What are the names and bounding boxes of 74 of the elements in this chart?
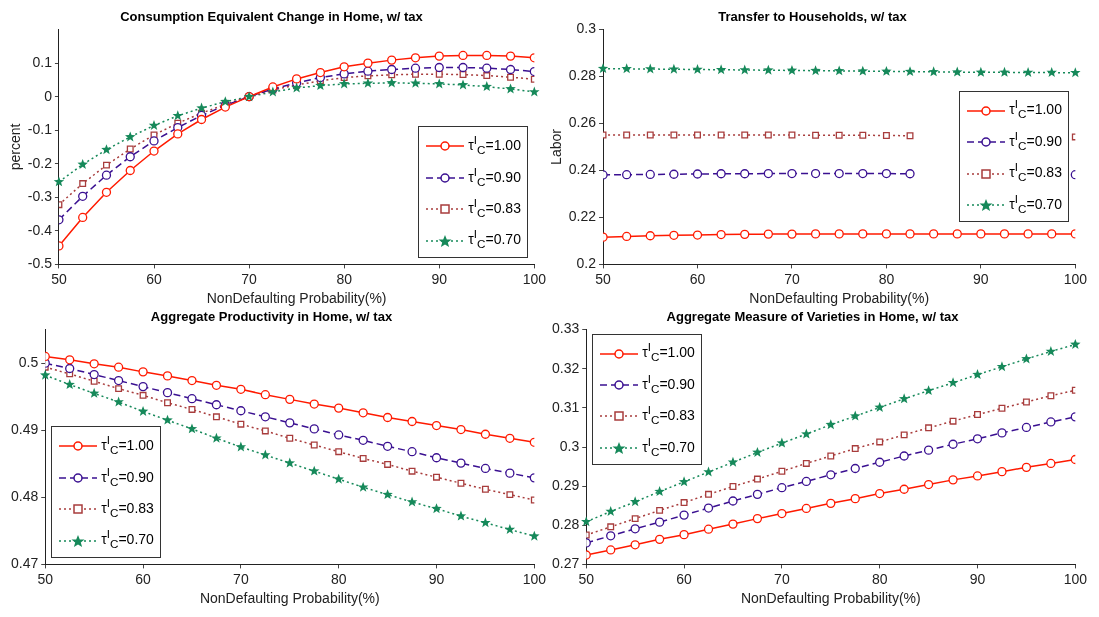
x-tick-label: 90: [973, 270, 989, 287]
y-tick-label: -0.4: [27, 221, 53, 238]
y-tick-label: 0.26: [568, 114, 597, 131]
y-tick-label: 0.5: [18, 354, 39, 370]
legend-label: τ$^{I}$$_{C}$=0.70: [1009, 192, 1062, 215]
x-axis-title: NonDefaulting Probability(%): [199, 590, 380, 607]
legend-label: τ$^{I}$$_{C}$=0.90: [642, 372, 695, 395]
x-tick-label: 80: [871, 570, 888, 587]
legend-label: τ$^{I}$$_{C}$=0.90: [101, 464, 154, 488]
x-tick-label: 70: [784, 270, 800, 287]
legend-label: τ$^{I}$$_{C}$=1.00: [642, 340, 695, 364]
x-tick-label: 50: [595, 270, 612, 287]
x-axis-title: NonDefaulting Probability(%): [740, 590, 921, 607]
y-tick-label: 0.48: [11, 488, 39, 505]
x-tick-label: 90: [969, 570, 986, 587]
x-tick-label: 70: [233, 570, 249, 587]
x-tick-label: 50: [578, 570, 595, 587]
legend-label: τ$^{I}$$_{C}$=1.00: [101, 433, 154, 456]
y-tick-label: -0.2: [27, 154, 53, 171]
x-tick-label: 80: [336, 270, 353, 287]
legend-label: τ$^{I}$$_{C}$=0.83: [101, 496, 154, 519]
x-tick-label: 60: [676, 570, 693, 587]
x-tick-label: 100: [522, 570, 547, 587]
x-tick-label: 60: [146, 270, 162, 287]
y-tick-label: -0.1: [27, 121, 53, 138]
y-tick-label: 0.28: [552, 516, 580, 533]
y-tick-label: 0.28: [568, 67, 597, 84]
y-tick-label: 0.1: [32, 54, 53, 70]
legend-label: τ$^{I}$$_{C}$=0.83: [468, 196, 521, 219]
legend-label: τ$^{I}$$_{C}$=0.90: [1009, 129, 1062, 152]
x-tick-label: 90: [428, 570, 445, 587]
legend-label: τ$^{I}$$_{C}$=1.00: [1009, 97, 1062, 121]
y-axis-title: percent: [7, 123, 24, 171]
y-tick-label: 0.49: [11, 421, 39, 438]
chart-title: Transfer to Households, w/ tax: [718, 9, 908, 25]
y-tick-label: 0.47: [11, 555, 39, 572]
y-tick-label: 0.3: [576, 20, 597, 37]
y-tick-label: 0.29: [552, 476, 580, 493]
x-axis-title: NonDefaulting Probability(%): [749, 290, 930, 307]
x-tick-label: 60: [135, 570, 152, 587]
y-tick-label: 0.33: [552, 320, 580, 337]
x-tick-label: 100: [522, 270, 547, 287]
y-tick-label: 0.31: [552, 398, 580, 415]
legend-label: τ$^{I}$$_{C}$=0.83: [642, 403, 695, 426]
x-tick-label: 80: [330, 570, 347, 587]
chart-title: Consumption Equivalent Change in Home, w/ tax: [120, 9, 424, 25]
legend-label: τ$^{I}$$_{C}$=0.70: [642, 434, 695, 458]
x-tick-label: 100: [1063, 570, 1088, 587]
y-tick-label: 0.2: [576, 255, 597, 272]
legend-label: τ$^{I}$$_{C}$=1.00: [468, 133, 521, 156]
y-axis-title: Labor: [548, 128, 565, 165]
legend-label: τ$^{I}$$_{C}$=0.70: [101, 527, 154, 551]
y-tick-label: 0.22: [568, 208, 597, 225]
y-tick-label: 0.3: [559, 437, 580, 454]
x-tick-label: 70: [774, 570, 790, 587]
legend-label: τ$^{I}$$_{C}$=0.83: [1009, 160, 1062, 183]
y-tick-label: 0.32: [552, 359, 580, 376]
legend-label: τ$^{I}$$_{C}$=0.90: [468, 164, 521, 188]
x-tick-label: 50: [51, 270, 67, 287]
y-tick-label: 0.24: [568, 161, 597, 178]
y-tick-label: -0.5: [27, 255, 53, 272]
y-tick-label: 0: [44, 87, 53, 104]
legend-label: τ$^{I}$$_{C}$=0.70: [468, 227, 521, 251]
chart-title: Aggregate Measure of Varieties in Home, w/ tax: [666, 309, 960, 325]
chart-title: Aggregate Productivity in Home, w/ tax: [150, 309, 393, 325]
x-tick-label: 100: [1063, 270, 1088, 287]
x-tick-label: 80: [878, 270, 895, 287]
x-tick-label: 70: [241, 270, 258, 287]
x-tick-label: 60: [689, 270, 706, 287]
x-tick-label: 90: [431, 270, 448, 287]
x-axis-title: NonDefaulting Probability(%): [206, 290, 387, 307]
y-tick-label: 0.27: [552, 555, 580, 572]
x-tick-label: 50: [37, 570, 54, 587]
y-tick-label: -0.3: [27, 188, 53, 205]
